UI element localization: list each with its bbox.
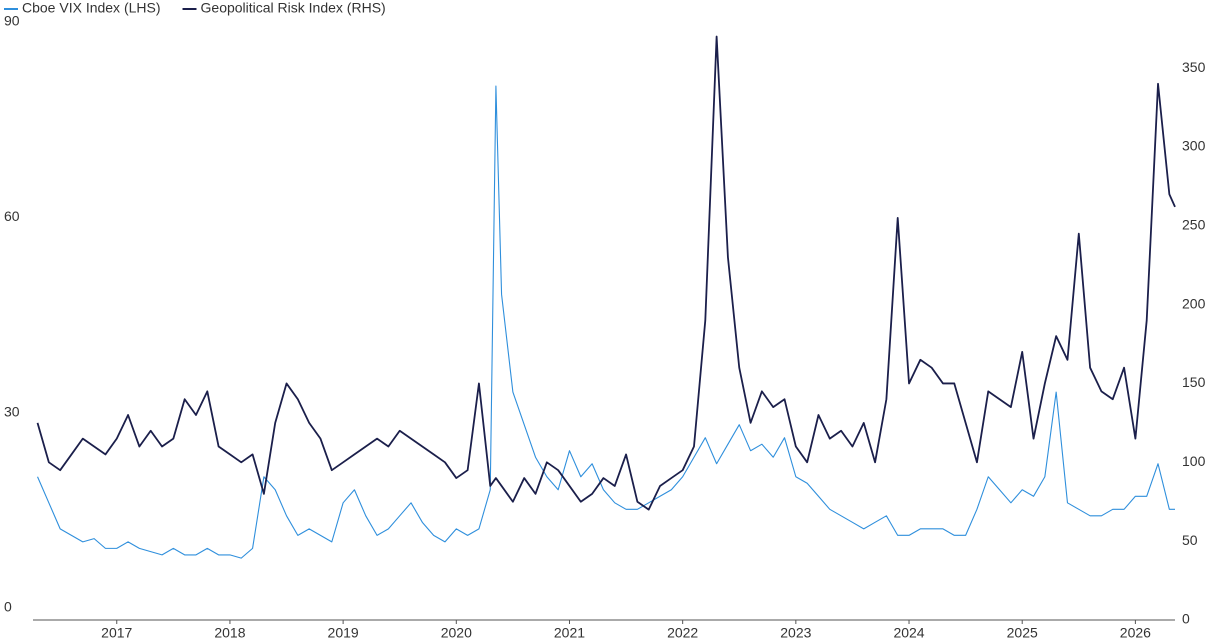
y2-tick-label: 300	[1182, 138, 1206, 154]
series-line	[37, 85, 1175, 559]
x-tick-label: 2023	[780, 625, 811, 640]
y-tick-label: 60	[4, 208, 20, 224]
legend-label: Geopolitical Risk Index (RHS)	[201, 0, 386, 16]
x-tick-label: 2021	[554, 625, 585, 640]
series-line	[36, 35, 1176, 511]
x-tick-label: 2024	[893, 625, 924, 640]
x-tick-label: 2017	[101, 625, 132, 640]
x-tick-label: 2020	[441, 625, 472, 640]
y-tick-label: 30	[4, 403, 20, 419]
y2-tick-label: 200	[1182, 295, 1206, 311]
y2-tick-label: 350	[1182, 59, 1206, 75]
x-tick-label: 2022	[667, 625, 698, 640]
y2-tick-label: 250	[1182, 216, 1206, 232]
y-tick-label: 0	[4, 599, 12, 615]
y2-tick-label: 0	[1182, 611, 1190, 627]
x-tick-label: 2019	[328, 625, 359, 640]
y2-tick-label: 50	[1182, 532, 1198, 548]
x-tick-label: 2026	[1120, 625, 1151, 640]
x-tick-label: 2018	[214, 625, 245, 640]
legend-label: Cboe VIX Index (LHS)	[22, 0, 161, 16]
y2-tick-label: 100	[1182, 453, 1206, 469]
y2-tick-label: 150	[1182, 374, 1206, 390]
y-tick-label: 90	[4, 13, 20, 29]
x-tick-label: 2025	[1007, 625, 1038, 640]
